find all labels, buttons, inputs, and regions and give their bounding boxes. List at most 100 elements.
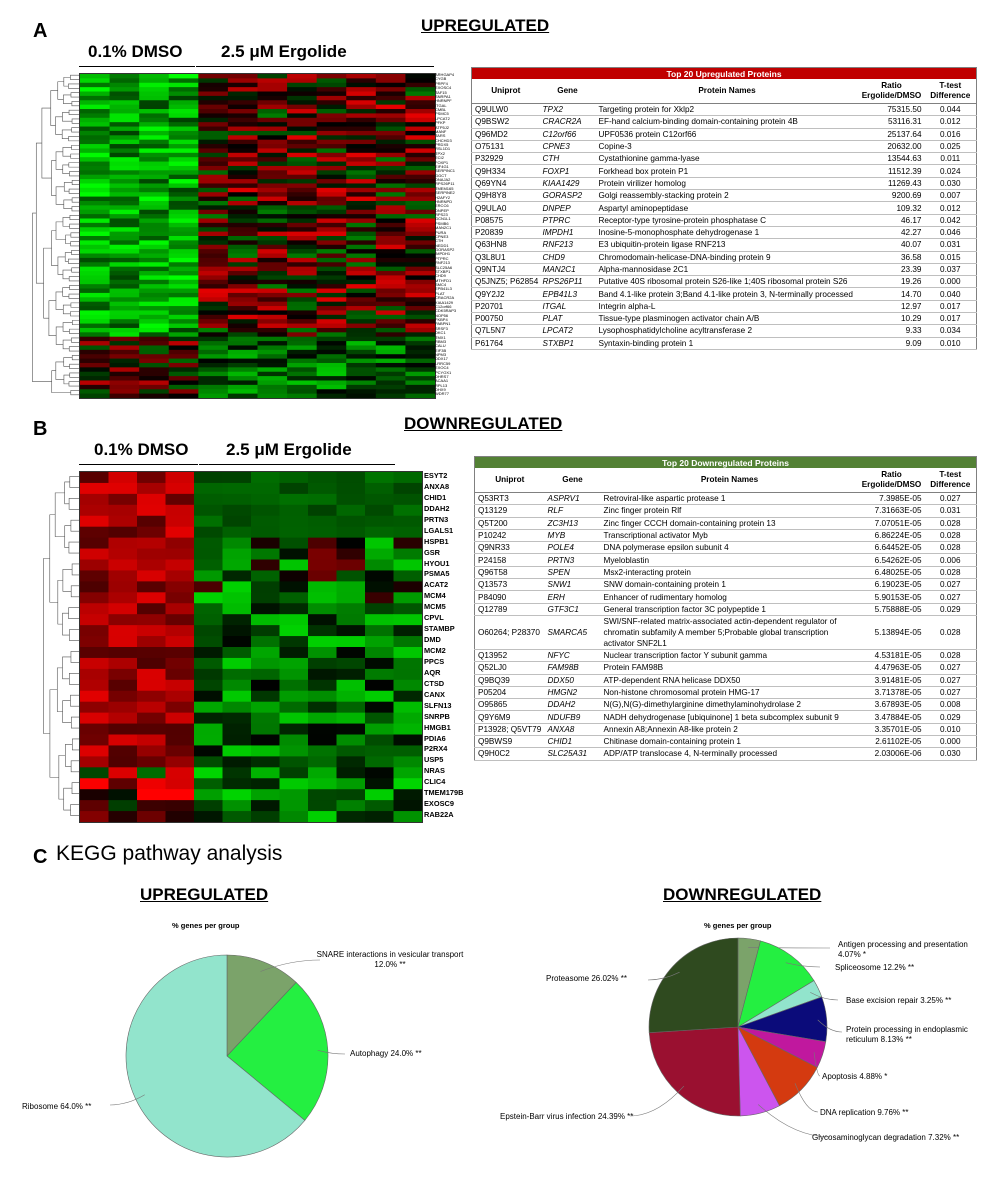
- dendrogram-branch: [70, 390, 79, 396]
- heatmap-a-cell: [227, 284, 258, 290]
- heatmap-a-cell: [139, 200, 170, 206]
- dendrogram-branch: [68, 258, 79, 264]
- heatmap-a-cell: [109, 117, 140, 123]
- heatmap-b-gene-label: CHID1: [424, 492, 447, 502]
- heatmap-a-cell: [227, 161, 258, 167]
- heatmap-a-cell: [405, 244, 435, 250]
- heatmap-a-cell: [139, 332, 170, 338]
- heatmap-b-cell: [251, 723, 280, 735]
- heatmap-a-cell: [287, 319, 318, 325]
- heatmap-a-cell: [80, 227, 111, 233]
- protein-name-cell: Syntaxin-binding protein 1: [595, 337, 859, 350]
- heatmap-b-cell: [365, 789, 394, 801]
- heatmap-b-cell: [222, 756, 252, 768]
- heatmap-a-cell: [139, 205, 170, 211]
- heatmap-a-cell: [375, 371, 406, 377]
- heatmap-a-cell: [257, 157, 288, 163]
- heatmap-a-cell: [287, 183, 318, 189]
- heatmap-a-cell: [80, 275, 111, 281]
- heatmap-a-cell: [198, 297, 229, 303]
- heatmap-a-cell: [257, 148, 288, 154]
- heatmap-b-cell: [336, 745, 366, 757]
- heatmap-a-cell: [346, 165, 377, 171]
- protein-name-cell: NADH dehydrogenase [ubiquinone] 1 beta s…: [600, 710, 859, 724]
- heatmap-a-cell: [346, 205, 377, 211]
- heatmap-a-cell: [287, 231, 318, 237]
- heatmap-b-gene-label: CLIC4: [424, 777, 446, 787]
- heatmap-a-cell: [316, 275, 347, 281]
- heatmap-b-cell: [308, 647, 337, 659]
- heatmap-a-cell: [139, 240, 170, 246]
- dendrogram-branch: [69, 629, 79, 641]
- heatmap-a-cell: [257, 244, 288, 250]
- dendrogram-branch: [68, 276, 79, 282]
- heatmap-a-cell: [227, 78, 258, 84]
- heatmap-a-cell: [316, 152, 347, 158]
- heatmap-a-cell: [80, 323, 111, 329]
- heatmap-a-cell: [139, 292, 170, 298]
- heatmap-a-cell: [257, 170, 288, 176]
- heatmap-a-cell: [375, 323, 406, 329]
- heatmap-a-cell: [287, 310, 318, 316]
- heatmap-a-cell: [257, 165, 288, 171]
- heatmap-a-gene-label: TMEM165: [435, 186, 454, 191]
- ratio-cell: 9.33: [858, 324, 925, 338]
- heatmap-a-cell: [198, 165, 229, 171]
- heatmap-b-cell: [165, 636, 195, 648]
- gene-cell: SNW1: [544, 578, 601, 592]
- heatmap-b-cell: [108, 537, 138, 550]
- heatmap-a-cell: [287, 82, 318, 88]
- heatmap-a-cell: [198, 152, 229, 158]
- heatmap-a-cell: [346, 384, 377, 390]
- heatmap-a-cell: [227, 152, 258, 158]
- gene-cell: ANXA8: [544, 723, 601, 737]
- heatmap-b-cell: [279, 811, 309, 822]
- heatmap-a-cell: [257, 306, 288, 311]
- heatmap-a-cell: [405, 74, 435, 79]
- heatmap-a-cell: [405, 113, 435, 119]
- heatmap-a-cell: [139, 161, 170, 167]
- heatmap-a-cell: [316, 109, 347, 114]
- heatmap-a-cell: [80, 236, 111, 241]
- heatmap-a-cell: [287, 354, 318, 360]
- heatmap-a-cell: [109, 148, 140, 154]
- heatmap-a-cell: [375, 362, 406, 368]
- heatmap-b-cell: [222, 690, 252, 703]
- heatmap-b-cell: [222, 723, 252, 735]
- ttest-cell: 0.007: [924, 189, 977, 203]
- heatmap-a-gene-label: CMBL: [435, 108, 447, 112]
- heatmap-a-cell: [198, 135, 229, 141]
- dendrogram-branch: [70, 760, 79, 773]
- heatmap-b-cell: [365, 504, 394, 517]
- heatmap-a-cell: [405, 306, 435, 311]
- heatmap-a-cell: [405, 371, 435, 377]
- protein-name-cell: Putative 40S ribosomal protein S26-like …: [595, 275, 859, 289]
- heatmap-a-cell: [227, 74, 258, 79]
- dendrogram-branch: [71, 197, 79, 203]
- heatmap-b-cell: [365, 712, 394, 725]
- heatmap-a-cell: [287, 349, 318, 355]
- heatmap-b-cell: [336, 668, 366, 681]
- heatmap-b-cell: [194, 537, 223, 550]
- heatmap-a-cell: [80, 262, 111, 268]
- heatmap-a-cell: [139, 117, 170, 123]
- heatmap-b-gene-label: EXOSC9: [424, 799, 454, 809]
- pie-leader-line: [794, 1083, 819, 1113]
- pie-label: Glycosaminoglycan degradation 7.32% **: [812, 1133, 959, 1142]
- heatmap-a-cell: [80, 100, 111, 106]
- heatmap-a-cell: [257, 152, 288, 158]
- heatmap-a-cell: [405, 214, 435, 219]
- heatmap-a-cell: [227, 279, 258, 285]
- dendrogram-branch: [71, 355, 79, 361]
- heatmap-a-cell: [405, 393, 435, 398]
- heatmap-a-cell: [139, 222, 170, 228]
- uniprot-cell: Q96T58: [474, 566, 545, 580]
- pie-label-line: Autophagy 24.0% **: [350, 1049, 422, 1058]
- heatmap-a-cell: [375, 284, 406, 290]
- heatmap-a-cell: [168, 244, 199, 250]
- heatmap-a-cell: [257, 231, 288, 237]
- ratio-cell: 46.17: [858, 214, 925, 227]
- dendrogram-branch: [41, 107, 52, 179]
- heatmap-b-cell: [165, 811, 195, 822]
- heatmap-a-cell: [346, 183, 377, 189]
